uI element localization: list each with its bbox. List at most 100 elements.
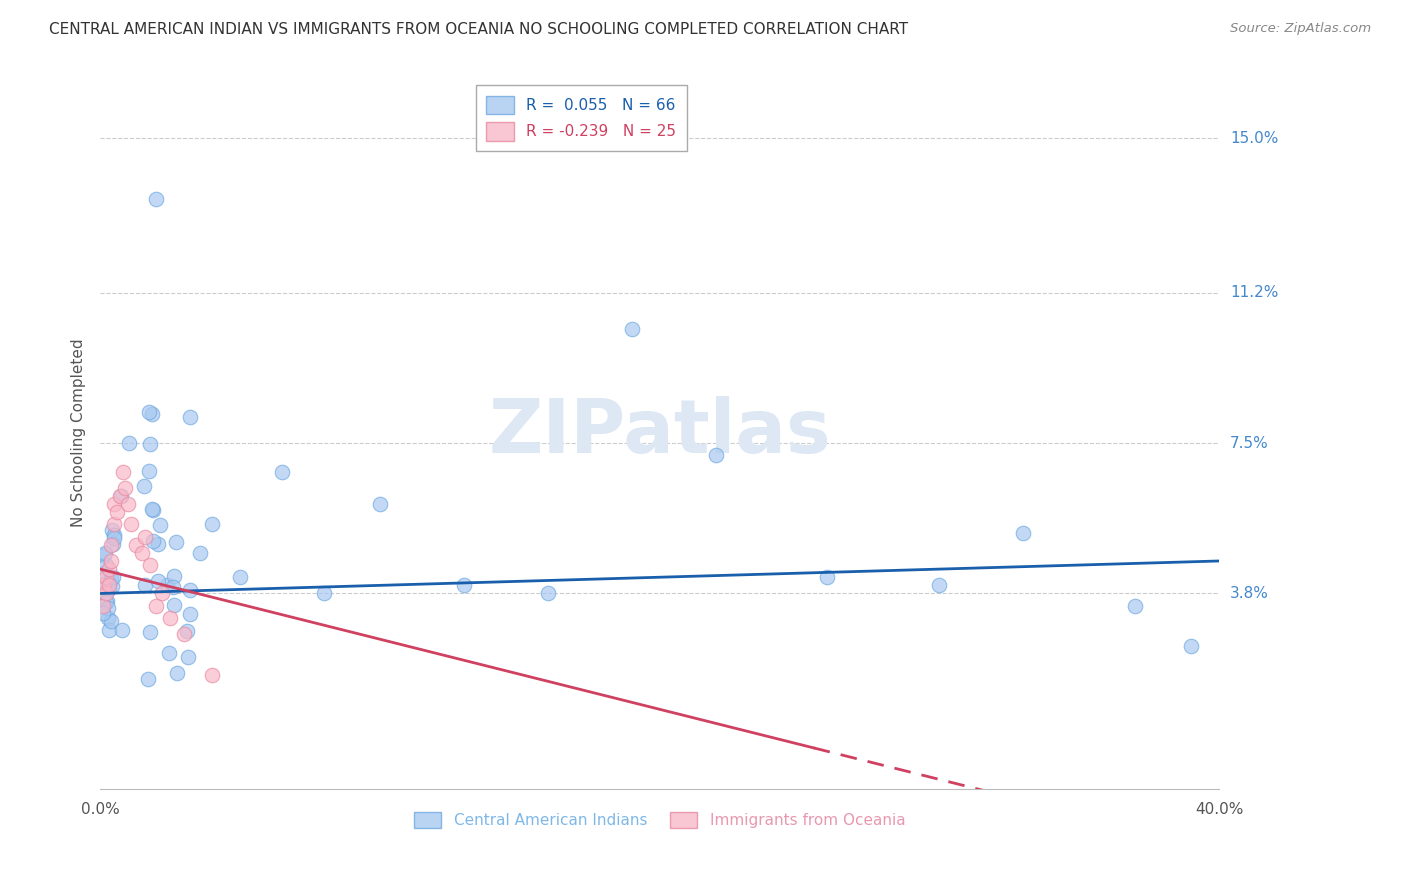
- Point: [93, 581, 115, 595]
- Point: [94, 546, 117, 560]
- Point: [142, 503, 165, 517]
- Point: [138, 405, 160, 419]
- Point: [97, 575, 120, 590]
- Point: [97, 578, 120, 592]
- Point: [165, 534, 187, 549]
- Point: [136, 672, 159, 686]
- Point: [103, 528, 125, 542]
- Point: [97, 562, 120, 576]
- Point: [163, 569, 186, 583]
- Point: [141, 407, 163, 421]
- Point: [100, 538, 122, 552]
- Point: [368, 497, 391, 511]
- Point: [150, 586, 173, 600]
- Point: [97, 611, 120, 625]
- Y-axis label: No Schooling Completed: No Schooling Completed: [72, 339, 86, 527]
- Point: [1012, 525, 1035, 540]
- Point: [139, 625, 162, 640]
- Point: [91, 606, 114, 620]
- Point: [118, 435, 141, 450]
- Point: [100, 573, 122, 587]
- Point: [173, 627, 195, 641]
- Point: [125, 538, 148, 552]
- Point: [271, 465, 294, 479]
- Point: [103, 531, 125, 545]
- Point: [166, 665, 188, 680]
- Point: [101, 579, 124, 593]
- Point: [149, 518, 172, 533]
- Point: [114, 481, 136, 495]
- Point: [93, 566, 115, 580]
- Point: [132, 479, 155, 493]
- Text: Source: ZipAtlas.com: Source: ZipAtlas.com: [1230, 22, 1371, 36]
- Point: [146, 574, 169, 588]
- Point: [815, 570, 838, 584]
- Point: [101, 537, 124, 551]
- Point: [93, 548, 115, 562]
- Point: [145, 599, 167, 613]
- Point: [139, 558, 162, 572]
- Text: 15.0%: 15.0%: [1230, 131, 1278, 146]
- Point: [1180, 640, 1202, 654]
- Point: [145, 192, 167, 206]
- Point: [453, 578, 475, 592]
- Point: [103, 517, 125, 532]
- Point: [157, 646, 180, 660]
- Point: [91, 599, 114, 613]
- Point: [162, 580, 184, 594]
- Point: [94, 595, 117, 609]
- Point: [97, 582, 120, 597]
- Point: [97, 601, 120, 615]
- Text: ZIPatlas: ZIPatlas: [488, 396, 831, 469]
- Point: [142, 534, 165, 549]
- Point: [94, 586, 117, 600]
- Point: [704, 448, 727, 462]
- Point: [111, 624, 134, 638]
- Point: [134, 578, 156, 592]
- Point: [176, 624, 198, 638]
- Point: [94, 558, 117, 572]
- Point: [120, 517, 142, 532]
- Point: [201, 517, 224, 532]
- Point: [177, 650, 200, 665]
- Point: [229, 570, 252, 584]
- Point: [111, 465, 134, 479]
- Point: [141, 502, 163, 516]
- Point: [156, 578, 179, 592]
- Point: [110, 489, 132, 503]
- Point: [179, 607, 201, 622]
- Point: [201, 667, 224, 681]
- Point: [103, 569, 125, 583]
- Point: [103, 497, 125, 511]
- Text: 11.2%: 11.2%: [1230, 285, 1278, 301]
- Point: [105, 505, 128, 519]
- Point: [179, 583, 201, 598]
- Point: [100, 554, 122, 568]
- Point: [97, 623, 120, 637]
- Point: [100, 615, 122, 629]
- Text: 3.8%: 3.8%: [1230, 586, 1270, 601]
- Point: [100, 524, 122, 538]
- Point: [138, 437, 160, 451]
- Text: CENTRAL AMERICAN INDIAN VS IMMIGRANTS FROM OCEANIA NO SCHOOLING COMPLETED CORREL: CENTRAL AMERICAN INDIAN VS IMMIGRANTS FR…: [49, 22, 908, 37]
- Point: [96, 594, 118, 608]
- Point: [108, 489, 131, 503]
- Point: [134, 530, 156, 544]
- Point: [131, 546, 153, 560]
- Point: [138, 464, 160, 478]
- Point: [1123, 599, 1146, 613]
- Point: [928, 578, 950, 592]
- Point: [159, 611, 181, 625]
- Point: [117, 497, 139, 511]
- Point: [537, 586, 560, 600]
- Point: [146, 537, 169, 551]
- Point: [312, 586, 335, 600]
- Point: [620, 322, 643, 336]
- Point: [91, 578, 114, 592]
- Point: [94, 570, 117, 584]
- Legend: Central American Indians, Immigrants from Oceania: Central American Indians, Immigrants fro…: [408, 806, 911, 834]
- Point: [188, 546, 211, 560]
- Text: 7.5%: 7.5%: [1230, 435, 1268, 450]
- Point: [163, 598, 186, 612]
- Point: [179, 410, 201, 425]
